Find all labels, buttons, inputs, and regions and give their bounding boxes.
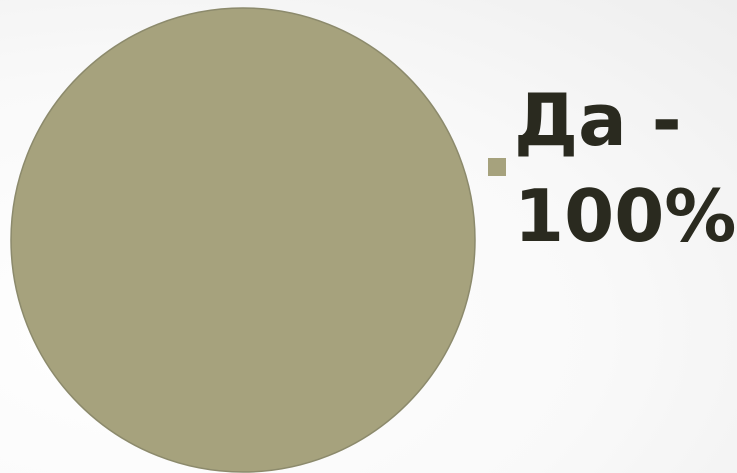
legend-label: Да - 100% (514, 78, 737, 258)
legend-swatch (488, 158, 506, 176)
pie-slice-Да (10, 7, 476, 473)
